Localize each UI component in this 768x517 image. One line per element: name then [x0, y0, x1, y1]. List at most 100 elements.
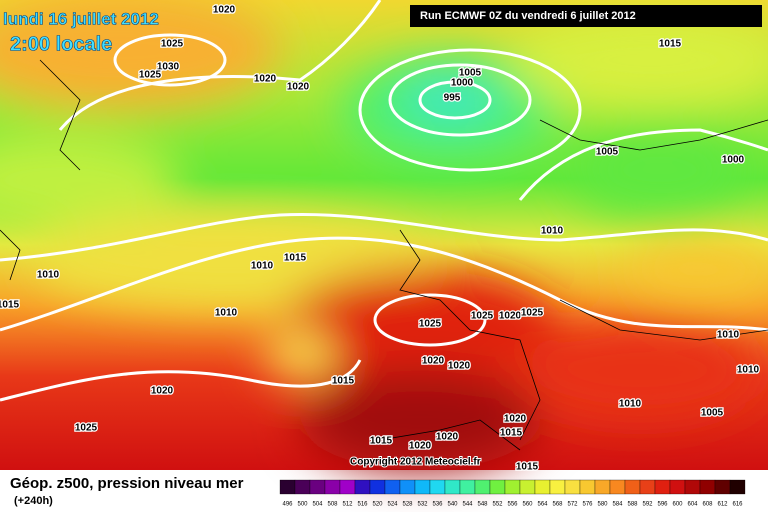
scale-swatch — [654, 479, 671, 495]
scale-swatch — [504, 479, 521, 495]
scale-swatch — [639, 479, 656, 495]
scale-swatch — [339, 479, 356, 495]
scale-label: 512 — [342, 502, 353, 508]
isobar-label: 1015 — [500, 428, 523, 439]
scale-swatch — [369, 479, 386, 495]
scale-swatch — [624, 479, 641, 495]
isobar-label: 1025 — [139, 70, 162, 81]
isobar-label: 1015 — [284, 253, 307, 264]
isobar-label: 995 — [444, 93, 461, 104]
isobar-label: 1000 — [722, 155, 745, 166]
scale-swatch — [564, 479, 581, 495]
isobar-label: 1000 — [451, 78, 474, 89]
date: lundi 16 juillet 2012 — [3, 9, 159, 28]
scale-swatch — [729, 479, 746, 495]
scale-label: 496 — [282, 502, 293, 508]
isobar-label: 1025 — [161, 39, 184, 50]
footer-title: Géop. z500, pression niveau mer — [10, 475, 244, 492]
scale-swatch — [594, 479, 611, 495]
isobar-label: 1005 — [596, 147, 619, 158]
isobar-label: 1025 — [521, 308, 544, 319]
scale-label: 536 — [432, 502, 443, 508]
scale-label: 552 — [492, 502, 503, 508]
isobar-label: 1025 — [75, 423, 98, 434]
scale-swatch — [549, 479, 566, 495]
isobar-label: 1015 — [516, 462, 539, 473]
scale-label: 576 — [582, 502, 593, 508]
isobar-label: 1005 — [701, 408, 724, 419]
scale-swatch — [609, 479, 626, 495]
scale-label: 612 — [717, 502, 728, 508]
scale-swatch — [279, 479, 296, 495]
scale-label: 516 — [357, 502, 368, 508]
isobar-label: 1015 — [0, 300, 20, 311]
scale-label: 616 — [732, 502, 743, 508]
scale-label: 580 — [597, 502, 608, 508]
scale-swatch — [519, 479, 536, 495]
scale-label: 572 — [567, 502, 578, 508]
scale-swatch — [684, 479, 701, 495]
isobar-label: 1020 — [499, 311, 522, 322]
scale-label: 556 — [507, 502, 518, 508]
scale-label: 504 — [312, 502, 323, 508]
scale-swatch — [414, 479, 431, 495]
scale-swatch — [474, 479, 491, 495]
scale-label: 588 — [627, 502, 638, 508]
scale-swatch — [384, 479, 401, 495]
isobar-label: 1010 — [37, 270, 60, 281]
copyright: Copyright 2012 Meteociel.fr — [350, 457, 481, 468]
isobar-label: 1005 — [459, 68, 482, 79]
isobar-label: 1020 — [213, 5, 236, 16]
scale-label: 564 — [537, 502, 548, 508]
scale-label: 608 — [702, 502, 713, 508]
isobar-label: 1025 — [419, 319, 442, 330]
isobar-label: 1020 — [151, 386, 174, 397]
isobar-label: 1010 — [619, 399, 642, 410]
isobar-label: 1020 — [504, 414, 527, 425]
isobar-label: 1010 — [737, 365, 760, 376]
scale-swatch — [429, 479, 446, 495]
scale-label: 600 — [672, 502, 683, 508]
scale-label: 568 — [552, 502, 563, 508]
isobar-label: 1020 — [254, 74, 277, 85]
isobar-label: 1015 — [370, 436, 393, 447]
scale-label: 500 — [297, 502, 308, 508]
scale-label: 584 — [612, 502, 623, 508]
scale-swatch — [354, 479, 371, 495]
scale-label: 532 — [417, 502, 428, 508]
scale-label: 540 — [447, 502, 458, 508]
run-box — [410, 5, 762, 27]
isobar-label: 1030 — [157, 62, 180, 73]
scale-label: 524 — [387, 502, 398, 508]
scale-swatch — [444, 479, 461, 495]
scale-label: 596 — [657, 502, 668, 508]
scale-swatch — [699, 479, 716, 495]
field — [0, 0, 768, 470]
isobar-label: 1010 — [251, 261, 274, 272]
scale-swatch — [534, 479, 551, 495]
scale-swatch — [669, 479, 686, 495]
isobar-label: 1020 — [436, 432, 459, 443]
scale-swatch — [324, 479, 341, 495]
isobar-label: 1010 — [215, 308, 238, 319]
isobar-label: 1020 — [448, 361, 471, 372]
scale-label: 604 — [687, 502, 698, 508]
scale-label: 544 — [462, 502, 473, 508]
isobar-label: 1010 — [717, 330, 740, 341]
isobar-label: 1020 — [422, 356, 445, 367]
scale-swatch — [294, 479, 311, 495]
run: Run ECMWF 0Z du vendredi 6 juillet 2012 — [420, 10, 636, 22]
isobar-label: 1020 — [409, 441, 432, 452]
color-scale: 496 500 504 508 512 516 520 524 528 532 536 540 544 5… — [279, 479, 746, 508]
scale-label: 560 — [522, 502, 533, 508]
scale-swatch — [714, 479, 731, 495]
scale-label: 520 — [372, 502, 383, 508]
scale-swatch — [459, 479, 476, 495]
scale-label: 548 — [477, 502, 488, 508]
scale-label: 592 — [642, 502, 653, 508]
time: 2:00 locale — [10, 33, 112, 55]
isobar-label: 1015 — [332, 376, 355, 387]
scale-swatch — [309, 479, 326, 495]
